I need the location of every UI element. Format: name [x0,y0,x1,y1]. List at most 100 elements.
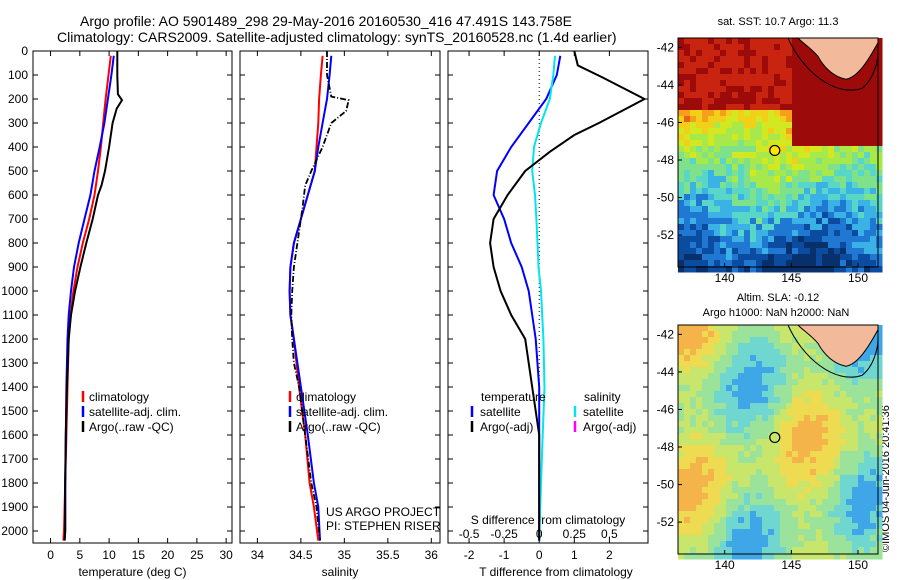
y-tick-label: 400 [8,140,28,154]
y-tick-label: 1700 [1,452,28,466]
y-tick-label: 0 [21,44,28,58]
x-tick-label: 2 [606,548,613,562]
plot-frame-salinity [239,50,441,544]
y-tick-label: 1400 [1,380,28,394]
legend-title-temperature: temperature [481,390,546,404]
series-line-temperature-argo-raw-qc--2 [63,51,124,541]
y-tick-label: 1100 [2,308,28,322]
y-tick-label: 600 [8,188,28,202]
profile-location-marker [769,431,781,444]
sla-map [677,324,883,560]
map-y-tick-label: -42 [657,40,675,54]
map-y-tick-label: -52 [657,515,675,529]
sst-map-title: sat. SST: 10.7 Argo: 11.3 [718,16,839,28]
x-tick-label: 35.5 [376,548,400,562]
x-tick-label: 30 [219,548,233,562]
series-line-difference-argo-adj--2 [489,50,647,541]
x-tick-label: 1 [571,548,578,562]
y-tick-label: 200 [8,92,28,106]
map-y-tick-label: -48 [657,440,675,454]
y-tick-label: 1300 [1,356,28,370]
x-tick-label: -2 [464,548,475,562]
map-x-tick-label: 150 [848,558,868,572]
plot-frame-temperature [32,50,233,544]
top-tick-label: 0.5 [601,527,618,541]
map-y-tick-label: -44 [657,365,675,379]
x-tick-label: 34 [251,548,265,562]
legend-label: satellite-adj. clim. [296,405,388,419]
sla-map-subtitle: Argo h1000: NaN h2000: NaN [703,307,850,319]
land-tasmania [796,324,879,367]
legend-label: Argo(-adj) [583,420,636,434]
y-tick-label: 800 [8,236,28,250]
bathymetry-contour [787,37,879,91]
x-tick-label: -1 [499,548,510,562]
legend-label: climatology [89,390,149,404]
y-tick-label: 100 [8,68,28,82]
top-tick-label: -0.5 [459,527,480,541]
map-frame [677,37,879,268]
legend-label: Argo(..raw -QC) [89,420,174,434]
x-axis-label: T difference from climatology [479,565,633,579]
series-line-salinity-satellite-adj-clim--1 [288,55,333,541]
y-tick-label: 900 [8,260,28,274]
x-tick-label: 5 [76,548,83,562]
project-annotation: US ARGO PROJECT [326,505,441,519]
map-y-tick-label: -50 [657,191,675,205]
top-tick-label: 0.25 [563,527,587,541]
map-x-tick-label: 145 [781,271,801,285]
x-tick-label: 36 [425,548,439,562]
legend-label: climatology [296,390,356,404]
pi-annotation: PI: STEPHEN RISER [326,519,441,533]
legend-label: satellite [583,405,624,419]
x-tick-label: 0 [47,548,54,562]
top-tick-label: -0.25 [490,527,518,541]
x-tick-label: 10 [102,548,116,562]
chart-title-line1: Argo profile: AO 5901489_298 29-May-2016… [80,13,572,29]
x-axis-label: temperature (deg C) [78,565,186,579]
legend-title-salinity: salinity [584,390,621,404]
y-tick-label: 1900 [1,500,28,514]
y-tick-label: 500 [8,164,28,178]
bathymetry-contour [787,324,879,378]
map-x-tick-label: 150 [848,271,868,285]
map-y-tick-label: -50 [657,478,675,492]
legend-label: Argo(-adj) [480,420,533,434]
map-frame [677,324,879,555]
x-tick-label: 0 [536,548,543,562]
sst-map [677,37,883,273]
x-axis-label: salinity [322,565,359,579]
y-tick-label: 1000 [1,284,28,298]
y-tick-label: 1200 [1,332,28,346]
legend-label: Argo(..raw -QC) [296,420,381,434]
x-tick-label: 20 [161,548,175,562]
x-tick-label: 15 [132,548,146,562]
legend-label: satellite [480,405,521,419]
map-y-tick-label: -46 [657,115,675,129]
map-x-tick-label: 145 [781,558,801,572]
map-x-tick-label: 140 [715,558,735,572]
map-y-tick-label: -48 [657,153,675,167]
map-y-tick-label: -46 [657,402,675,416]
plot-frame-difference [447,50,649,544]
y-tick-label: 1500 [1,404,28,418]
land-tasmania [796,37,879,80]
map-x-tick-label: 140 [715,271,735,285]
series-line-difference-satellite-0 [492,55,562,541]
profile-location-marker [769,144,781,157]
chart-title-line2: Climatology: CARS2009. Satellite-adjuste… [57,29,617,45]
sla-map-title: Altim. SLA: -0.12 [737,292,820,304]
map-y-tick-label: -52 [657,228,675,242]
top-axis-label: S difference from climatology [471,513,626,527]
map-y-tick-label: -42 [657,327,675,341]
series-line-difference-satellite-1 [531,55,556,541]
y-tick-label: 2000 [1,524,28,538]
x-tick-label: 34.5 [289,548,313,562]
y-tick-label: 1800 [1,476,28,490]
y-tick-label: 1600 [1,428,28,442]
y-tick-label: 300 [8,116,28,130]
series-line-salinity-argo-raw-qc--2 [290,51,350,541]
y-tick-label: 700 [8,212,28,226]
x-tick-label: 35 [338,548,352,562]
